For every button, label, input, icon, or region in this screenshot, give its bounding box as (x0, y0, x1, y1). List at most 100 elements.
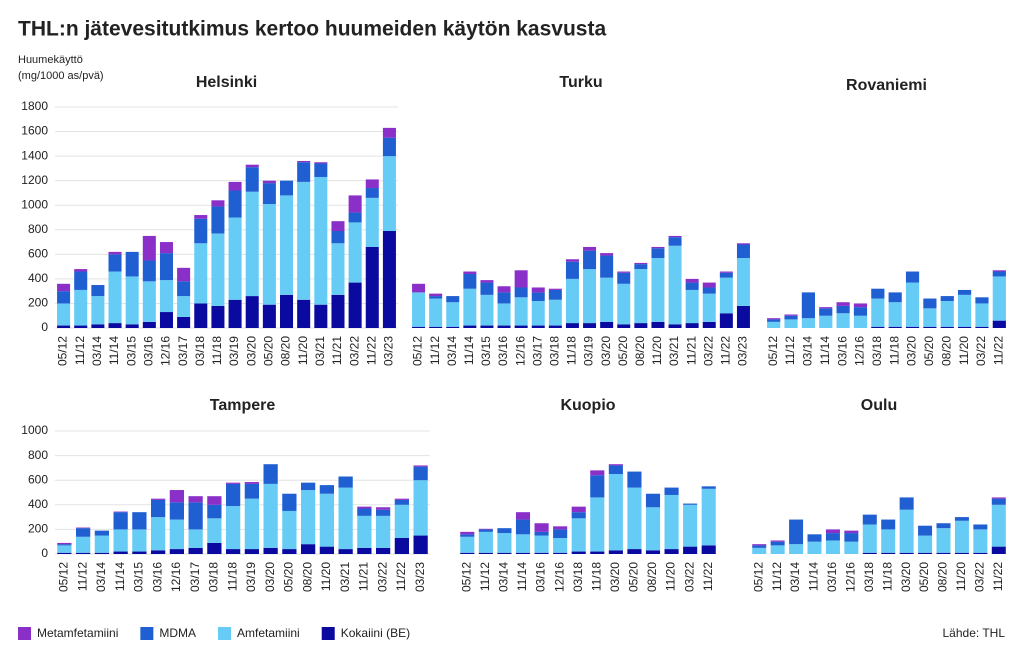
bar-segment (429, 293, 443, 297)
bar-segment (548, 299, 562, 326)
bar-segment (460, 534, 475, 537)
x-tick-label: 05/20 (616, 336, 630, 366)
bar-segment (480, 280, 494, 283)
x-tick-label: 12/16 (552, 562, 566, 592)
bar-segment (244, 483, 259, 499)
bar-segment (108, 251, 122, 255)
x-tick-label: 11/22 (991, 562, 1005, 591)
bar-segment (142, 260, 156, 282)
bar-segment (413, 465, 428, 467)
x-tick-label: 11/18 (887, 336, 901, 365)
bar-segment (836, 313, 850, 328)
bar-segment (91, 285, 105, 297)
bar-segment (207, 518, 222, 543)
bar-segment (159, 312, 173, 328)
bar-segment (188, 502, 203, 530)
bar-segment (881, 529, 896, 553)
bar-segment (836, 302, 850, 306)
x-tick-label: 03/14 (497, 562, 511, 592)
bar-segment (881, 552, 896, 554)
bar-segment (881, 519, 896, 530)
bar-segment (497, 325, 511, 328)
x-tick-label: 03/17 (530, 336, 544, 366)
bar-segment (412, 326, 426, 328)
bar-segment (992, 320, 1006, 328)
bar-segment (617, 283, 631, 325)
bar-segment (888, 326, 902, 328)
bar-segment (159, 253, 173, 281)
bar-segment (211, 206, 225, 234)
bar-segment (784, 319, 798, 328)
bar-segment (245, 296, 259, 328)
bar-segment (132, 551, 147, 554)
bar-segment (480, 282, 494, 295)
bar-segment (651, 248, 665, 259)
bar-segment (382, 137, 396, 157)
bar-segment (280, 294, 294, 328)
bar-segment (899, 552, 914, 554)
bar-segment (142, 321, 156, 328)
bar-segment (394, 504, 409, 539)
x-tick-label: 11/18 (589, 562, 603, 591)
bar-segment (91, 324, 105, 328)
bar-segment (583, 250, 597, 270)
source: Lähde: THL (943, 626, 1006, 640)
x-tick-label: 12/16 (159, 336, 173, 366)
bar-segment (113, 551, 128, 554)
bar-segment (497, 303, 511, 326)
bar-segment (752, 547, 767, 554)
bar-segment (446, 302, 460, 327)
bar-segment (514, 325, 528, 328)
bar-segment (125, 324, 139, 328)
bar-segment (683, 503, 698, 505)
bar-segment (376, 507, 391, 510)
bar-segment (590, 470, 605, 476)
bar-segment (132, 529, 147, 552)
x-tick-label: 05/20 (627, 562, 641, 592)
bar-segment (991, 546, 1006, 554)
bar-segment (57, 303, 71, 326)
bar-segment (280, 195, 294, 295)
bar-segment (108, 271, 122, 324)
bar-segment (301, 544, 316, 554)
bar-segment (194, 303, 208, 328)
legend-label: Metamfetamiini (37, 626, 118, 640)
bar-segment (211, 200, 225, 207)
x-tick-label: 11/18 (225, 562, 239, 591)
panel-title: Helsinki (196, 74, 257, 91)
bar-segment (767, 321, 781, 328)
bar-segment (376, 509, 391, 516)
bar-segment (497, 528, 512, 534)
bar-segment (719, 271, 733, 273)
legend-swatch (18, 627, 31, 640)
legend-swatch (321, 627, 335, 640)
bar-segment (719, 277, 733, 314)
bar-segment (853, 307, 868, 316)
x-tick-label: 08/20 (279, 336, 293, 366)
bar-segment (497, 552, 512, 554)
bar-segment (365, 246, 379, 328)
bar-segment (394, 499, 409, 505)
x-tick-label: 03/17 (176, 336, 190, 366)
x-tick-label: 11/12 (428, 336, 442, 365)
x-tick-label: 03/17 (188, 562, 202, 592)
bar-segment (262, 304, 276, 328)
page-title: THL:n jätevesitutkimus kertoo huumeiden … (18, 18, 606, 41)
x-tick-label: 11/18 (565, 336, 579, 365)
bar-segment (263, 464, 278, 484)
bar-segment (331, 231, 345, 244)
bar-segment (514, 287, 528, 298)
bar-segment (226, 483, 241, 507)
bar-segment (702, 282, 716, 288)
bar-segment (736, 305, 750, 328)
bar-segment (297, 161, 311, 163)
bar-segment (113, 529, 128, 552)
bar-segment (282, 549, 297, 554)
bar-segment (262, 183, 276, 204)
bar-segment (668, 237, 682, 246)
x-tick-label: 11/22 (364, 336, 378, 365)
x-tick-label: 11/12 (478, 562, 492, 591)
bar-segment (862, 514, 877, 525)
bar-segment (736, 244, 750, 259)
bar-segment (958, 289, 972, 295)
